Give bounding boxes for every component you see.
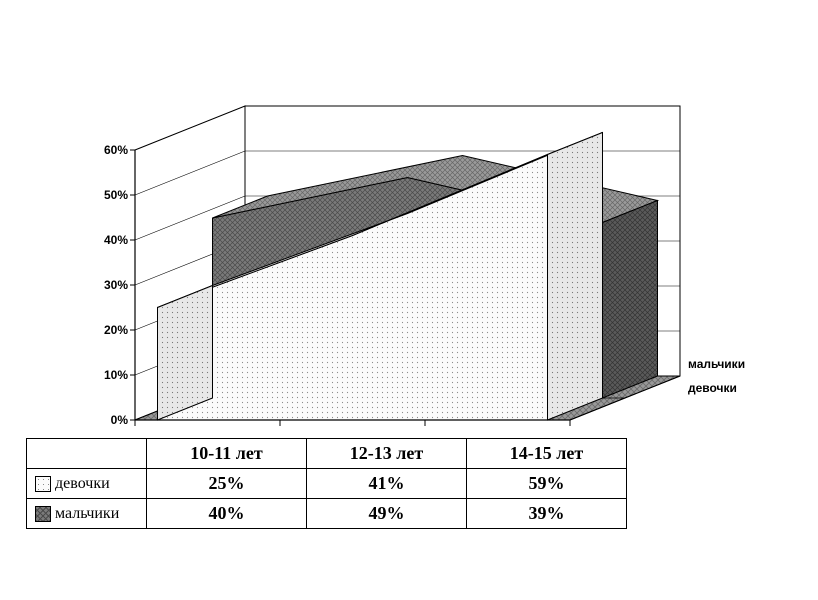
ytick-5: 50%	[104, 188, 128, 202]
table-row-boys: мальчики 40% 49% 39%	[27, 499, 627, 529]
col-header-0: 10-11 лет	[147, 439, 307, 469]
table-row-girls: девочки 25% 41% 59%	[27, 469, 627, 499]
cell-girls-2: 59%	[467, 469, 627, 499]
chart-data-table: 10-11 лет 12-13 лет 14-15 лет девочки 25…	[26, 438, 627, 529]
ytick-0: 0%	[111, 413, 129, 427]
ytick-4: 40%	[104, 233, 128, 247]
cell-girls-1: 41%	[307, 469, 467, 499]
depth-axis-labels: девочки мальчики	[688, 357, 745, 395]
row-label-boys: мальчики	[55, 505, 119, 522]
col-header-1: 12-13 лет	[307, 439, 467, 469]
table-corner-cell	[27, 439, 147, 469]
row-label-girls: девочки	[55, 475, 110, 492]
cell-girls-0: 25%	[147, 469, 307, 499]
cell-boys-2: 39%	[467, 499, 627, 529]
cell-boys-1: 49%	[307, 499, 467, 529]
ytick-6: 60%	[104, 143, 128, 157]
ytick-3: 30%	[104, 278, 128, 292]
ytick-1: 10%	[104, 368, 128, 382]
ytick-2: 20%	[104, 323, 128, 337]
row-header-boys: мальчики	[27, 499, 147, 529]
depth-label-boys: мальчики	[688, 357, 745, 371]
legend-swatch-boys	[35, 506, 51, 522]
row-header-girls: девочки	[27, 469, 147, 499]
col-header-2: 14-15 лет	[467, 439, 627, 469]
depth-label-girls: девочки	[688, 381, 737, 395]
legend-swatch-girls	[35, 476, 51, 492]
cell-boys-0: 40%	[147, 499, 307, 529]
table-header-row: 10-11 лет 12-13 лет 14-15 лет	[27, 439, 627, 469]
y-axis: 0% 10% 20% 30% 40% 50% 60%	[104, 143, 135, 427]
